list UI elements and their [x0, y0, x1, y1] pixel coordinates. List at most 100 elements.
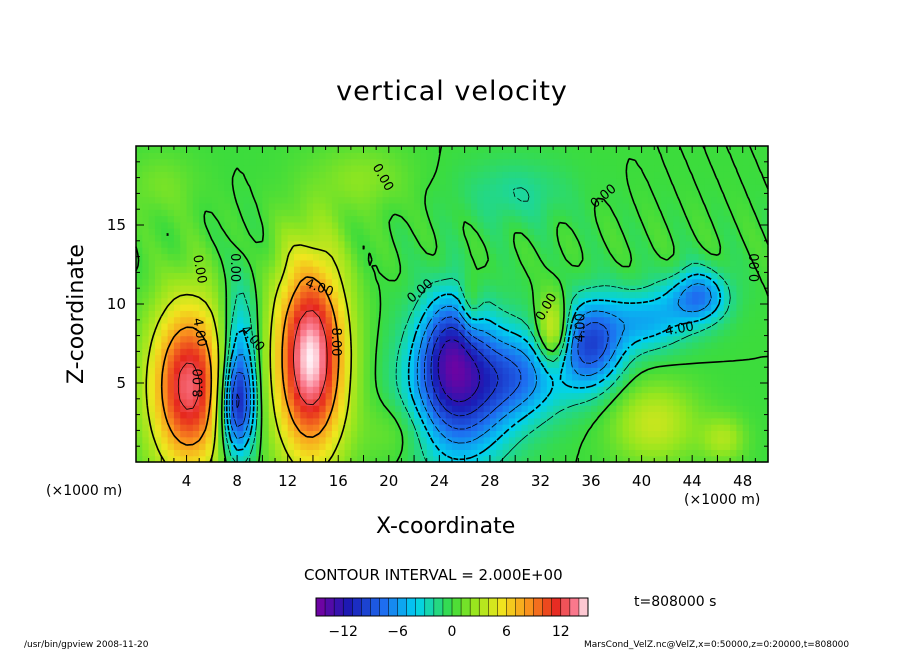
heatmap-cell	[180, 304, 188, 311]
heatmap-cell	[666, 304, 674, 311]
heatmap-cell	[591, 234, 598, 242]
heatmap-cell	[414, 146, 421, 153]
heatmap-cell	[546, 449, 554, 457]
heatmap-cell	[584, 379, 592, 387]
heatmap-cell	[698, 285, 706, 292]
heatmap-cell	[452, 335, 459, 343]
heatmap-cell	[622, 297, 630, 305]
heatmap-cell	[382, 234, 390, 242]
heatmap-cell	[350, 316, 358, 324]
heatmap-cell	[268, 171, 276, 179]
heatmap-cell	[610, 348, 617, 356]
heatmap-cell	[363, 278, 371, 286]
heatmap-cell	[319, 329, 327, 337]
heatmap-cell	[186, 240, 194, 248]
heatmap-cell	[357, 405, 365, 413]
heatmap-cell	[344, 234, 352, 242]
heatmap-cell	[622, 259, 630, 267]
heatmap-cell	[515, 341, 523, 349]
heatmap-cell	[439, 272, 447, 280]
heatmap-cell	[154, 341, 162, 349]
heatmap-cell	[546, 398, 554, 406]
heatmap-cell	[704, 266, 712, 273]
heatmap-cell	[730, 455, 737, 463]
heatmap-cell	[294, 259, 301, 267]
heatmap-cell	[572, 335, 579, 343]
heatmap-cell	[610, 436, 617, 444]
heatmap-cell	[654, 158, 662, 166]
heatmap-cell	[331, 304, 339, 311]
heatmap-cell	[749, 190, 756, 198]
heatmap-cell	[641, 386, 649, 394]
heatmap-cell	[414, 354, 421, 362]
heatmap-cell	[711, 360, 719, 368]
heatmap-cell	[192, 240, 200, 248]
heatmap-cell	[281, 360, 289, 368]
heatmap-cell	[458, 291, 466, 299]
heatmap-cell	[654, 240, 662, 248]
heatmap-cell	[565, 253, 573, 261]
heatmap-cell	[755, 322, 763, 330]
heatmap-cell	[679, 272, 687, 280]
heatmap-cell	[205, 449, 213, 457]
heatmap-cell	[527, 411, 535, 419]
heatmap-cell	[186, 183, 194, 191]
heatmap-cell	[218, 341, 226, 349]
heatmap-cell	[369, 417, 377, 425]
heatmap-cell	[572, 152, 579, 160]
heatmap-cell	[363, 297, 371, 305]
heatmap-cell	[294, 221, 301, 229]
heatmap-cell	[654, 341, 662, 349]
heatmap-cell	[540, 354, 548, 362]
heatmap-cell	[325, 266, 333, 273]
heatmap-cell	[211, 183, 219, 191]
heatmap-cell	[331, 335, 339, 343]
heatmap-cell	[186, 417, 194, 425]
heatmap-cell	[540, 297, 548, 305]
heatmap-cell	[508, 354, 516, 362]
heatmap-cell	[445, 386, 453, 394]
heatmap-cell	[205, 215, 213, 223]
heatmap-cell	[723, 304, 731, 311]
heatmap-cell	[616, 310, 624, 318]
heatmap-cell	[154, 158, 162, 166]
heatmap-cell	[489, 360, 497, 368]
heatmap-cell	[173, 177, 181, 185]
heatmap-cell	[395, 158, 403, 166]
heatmap-cell	[730, 196, 737, 204]
heatmap-cell	[173, 183, 181, 191]
heatmap-cell	[350, 398, 358, 406]
heatmap-cell	[679, 259, 687, 267]
heatmap-cell	[742, 354, 750, 362]
heatmap-cell	[483, 405, 491, 413]
heatmap-cell	[616, 234, 624, 242]
heatmap-cell	[420, 449, 428, 457]
heatmap-cell	[553, 455, 561, 463]
heatmap-cell	[717, 455, 725, 463]
heatmap-cell	[369, 373, 377, 381]
heatmap-cell	[262, 291, 270, 299]
heatmap-cell	[218, 304, 226, 311]
heatmap-cell	[641, 278, 649, 286]
heatmap-cell	[679, 228, 687, 236]
heatmap-cell	[628, 386, 636, 394]
heatmap-cell	[660, 278, 668, 286]
heatmap-cell	[635, 228, 643, 236]
heatmap-cell	[382, 291, 390, 299]
heatmap-cell	[275, 322, 282, 330]
heatmap-cell	[300, 449, 308, 457]
heatmap-cell	[591, 436, 598, 444]
heatmap-cell	[426, 424, 434, 431]
heatmap-cell	[470, 417, 478, 425]
heatmap-cell	[224, 152, 232, 160]
heatmap-cell	[660, 202, 668, 210]
heatmap-cell	[742, 164, 750, 172]
heatmap-cell	[508, 449, 516, 457]
heatmap-cell	[281, 291, 289, 299]
heatmap-cell	[622, 215, 630, 223]
heatmap-cell	[603, 430, 611, 438]
heatmap-cell	[369, 316, 377, 324]
heatmap-cell	[458, 335, 466, 343]
heatmap-cell	[230, 335, 238, 343]
heatmap-cell	[420, 266, 428, 273]
